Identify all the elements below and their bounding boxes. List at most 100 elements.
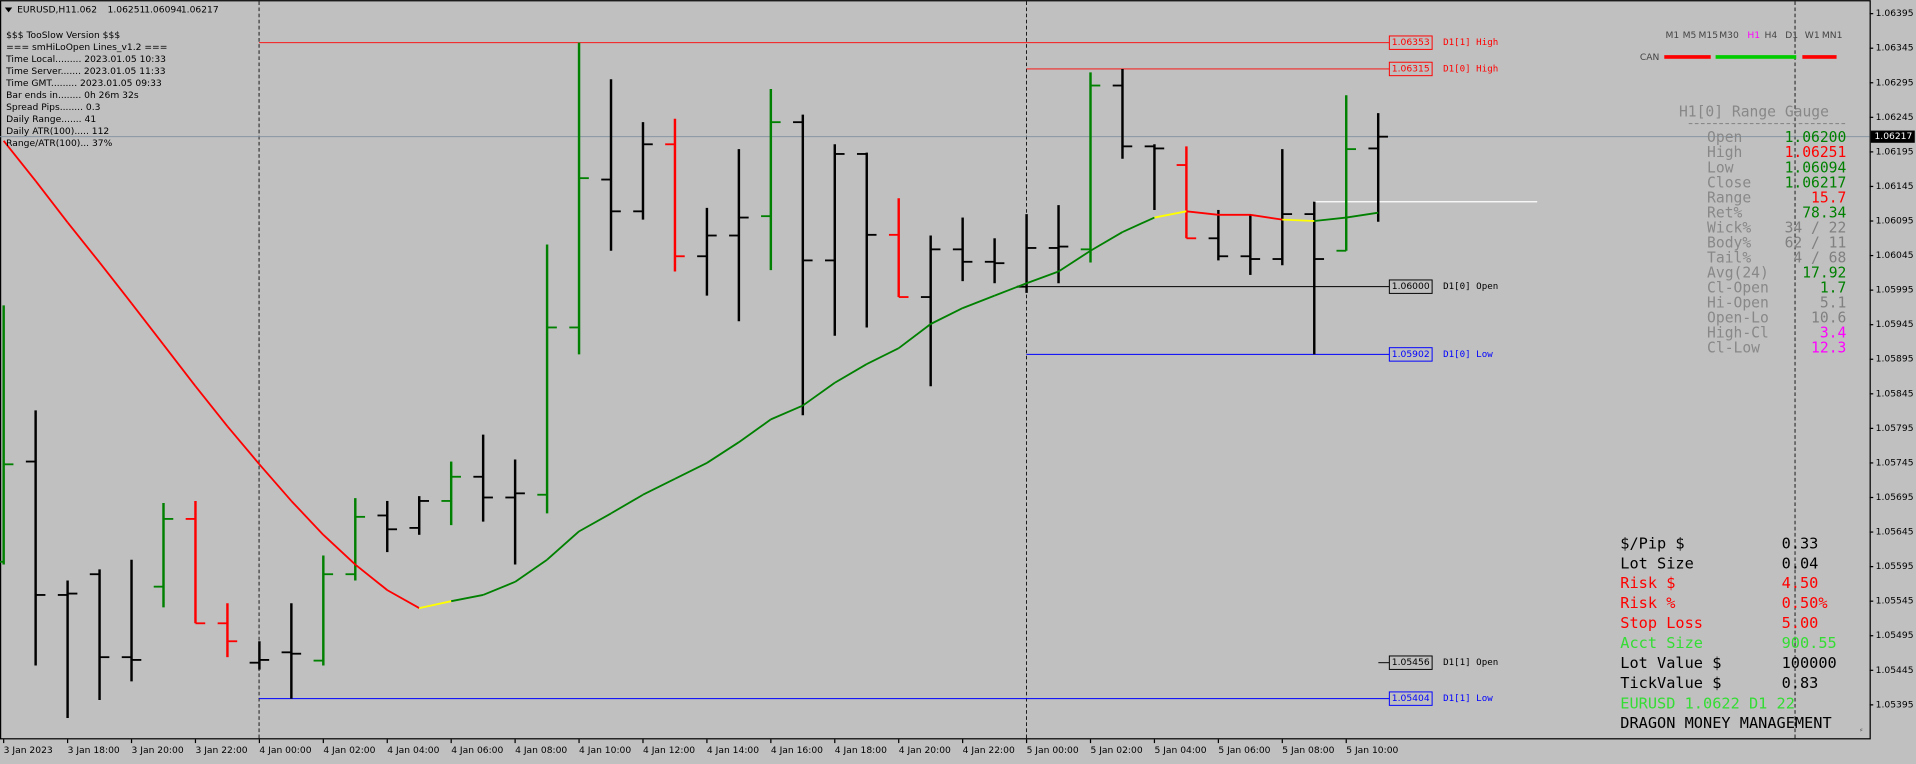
gauge-value: 10.6: [1811, 310, 1846, 327]
ma-segment: [706, 441, 740, 464]
gauge-value: 1.06200: [1785, 129, 1847, 146]
ma-segment: [419, 600, 452, 609]
x-tick-label: 5 Jan 06:00: [1218, 745, 1270, 756]
gauge-label: Body%: [1707, 234, 1751, 251]
x-tick-label: 3 Jan 20:00: [132, 745, 184, 756]
ma-segment: [451, 594, 484, 603]
mm-label: Risk $: [1620, 574, 1675, 592]
x-tick-label: 4 Jan 00:00: [259, 745, 311, 756]
ma-segment: [66, 221, 101, 264]
ma-segment: [642, 478, 676, 496]
ma-segment: [290, 500, 324, 536]
ma-segment: [578, 512, 612, 533]
level-name: D1[1] Open: [1443, 657, 1498, 668]
ma-segment: [258, 463, 293, 502]
gauge-value: 78.34: [1802, 204, 1846, 221]
gauge-value: 1.7: [1820, 280, 1846, 297]
gauge-label: Tail%: [1707, 249, 1751, 266]
y-tick-label: 1.06245: [1876, 112, 1914, 123]
can-bar: [1802, 55, 1837, 59]
mm-value: 0.83: [1782, 674, 1819, 692]
y-tick-label: 1.06195: [1876, 146, 1914, 157]
level-box: [1388, 61, 1433, 77]
gauge-label: Wick%: [1707, 219, 1751, 236]
gauge-value: 62 / 11: [1785, 234, 1847, 251]
ma-segment: [1282, 218, 1315, 222]
gauge-label: Low: [1707, 159, 1734, 176]
y-tick-label: 1.06345: [1876, 43, 1914, 54]
ma-segment: [2, 140, 37, 182]
timeframe-button[interactable]: H4: [1764, 30, 1777, 41]
level-value: 1.06000: [1392, 281, 1430, 292]
info-line: Time GMT......... 2023.01.05 09:33: [5, 78, 162, 89]
mm-value: 100000: [1782, 654, 1837, 672]
timeframe-button[interactable]: MN1: [1822, 30, 1843, 41]
mm-label: Lot Size: [1620, 554, 1694, 572]
timeframe-button[interactable]: H1: [1747, 30, 1760, 41]
ma-segment: [770, 404, 804, 421]
ma-segment: [130, 302, 165, 346]
mm-value: 4.50: [1782, 574, 1819, 592]
x-tick-label: 4 Jan 08:00: [515, 745, 567, 756]
can-label: CAN: [1640, 52, 1660, 63]
gauge-title: H1[0] Range Gauge: [1679, 104, 1829, 121]
ma-segment: [98, 261, 133, 304]
x-tick-label: 3 Jan 2023: [4, 745, 53, 756]
y-tick-label: 1.05395: [1876, 699, 1914, 710]
level-value: 1.05902: [1392, 349, 1430, 360]
x-tick-label: 5 Jan 10:00: [1346, 745, 1398, 756]
ma-segment: [322, 534, 356, 566]
info-line: Daily Range....... 41: [6, 114, 96, 125]
ma-segment: [674, 462, 708, 480]
gauge-value: 1.06251: [1785, 144, 1847, 161]
ma-segment: [962, 294, 995, 309]
y-tick-label: 1.05945: [1876, 319, 1914, 330]
y-tick-label: 1.05645: [1876, 527, 1914, 538]
gauge-value: 15.7: [1811, 189, 1846, 206]
gauge-label: Range: [1707, 189, 1751, 206]
info-line: Bar ends in........ 0h 26m 32s: [6, 90, 139, 101]
gauge-label: High-Cl: [1707, 325, 1769, 342]
resize-grip[interactable]: ⸗: [1860, 725, 1863, 735]
x-tick-label: 4 Jan 06:00: [451, 745, 503, 756]
mm-label: $/Pip $: [1620, 534, 1684, 552]
ma-segment: [354, 563, 388, 591]
ma-segment: [1314, 216, 1347, 222]
mm-label: TickValue $: [1620, 674, 1721, 692]
gauge-label: Hi-Open: [1707, 295, 1769, 312]
gauge-value: 17.92: [1802, 264, 1846, 281]
timeframe-button[interactable]: M1: [1666, 30, 1680, 41]
ma-segment: [546, 530, 580, 561]
ma-segment: [1090, 231, 1123, 252]
mm-value: 5.00: [1782, 614, 1819, 632]
mm-value: 900.55: [1782, 634, 1837, 652]
x-tick-label: 5 Jan 00:00: [1027, 745, 1079, 756]
ma-segment: [482, 580, 516, 596]
gauge-label: Open: [1707, 129, 1742, 146]
y-tick-label: 1.05845: [1876, 388, 1914, 399]
level-value: 1.05404: [1392, 693, 1430, 704]
level-value: 1.06315: [1392, 63, 1430, 74]
x-tick-label: 4 Jan 02:00: [323, 745, 375, 756]
header-value: 1.06217: [181, 4, 219, 15]
ma-segment: [930, 307, 964, 325]
timeframe-button[interactable]: W1: [1805, 30, 1820, 41]
timeframe-button[interactable]: M5: [1683, 30, 1697, 41]
can-bar: [1664, 55, 1711, 59]
timeframe-button[interactable]: D1: [1785, 30, 1798, 41]
ma-segment: [994, 282, 1027, 297]
timeframe-button[interactable]: M30: [1719, 30, 1739, 41]
y-tick-label: 1.06145: [1876, 181, 1914, 192]
mm-value: 0.50%: [1782, 594, 1828, 612]
info-line: $$$ TooSlow Version $$$: [6, 30, 120, 41]
ma-segment: [1154, 210, 1187, 219]
timeframe-button[interactable]: M15: [1698, 30, 1718, 41]
header-value: 1.062: [71, 4, 97, 15]
gauge-label: Open-Lo: [1707, 310, 1769, 327]
x-tick-label: 4 Jan 10:00: [579, 745, 631, 756]
mm-value: 0.04: [1782, 554, 1819, 572]
menu-arrow[interactable]: [4, 7, 13, 13]
level-box: [1388, 691, 1433, 706]
